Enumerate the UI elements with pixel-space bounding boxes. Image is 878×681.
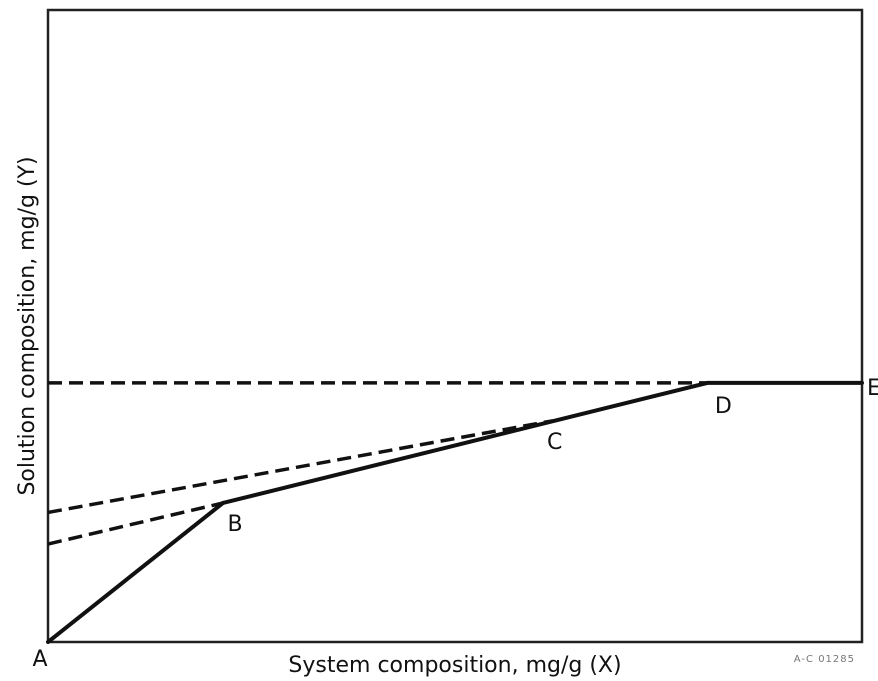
solid-line-0-segment-1 bbox=[221, 380, 710, 505]
point-label-e: E bbox=[867, 376, 878, 401]
dashed-line-1-segment-0 bbox=[47, 501, 224, 546]
point-labels: A B C D E bbox=[32, 376, 878, 672]
plot-frame bbox=[46, 8, 864, 644]
y-axis-label: Solution composition, mg/g (Y) bbox=[15, 156, 40, 495]
point-label-a: A bbox=[32, 647, 47, 672]
point-label-c: C bbox=[547, 430, 562, 455]
point-label-b: B bbox=[227, 512, 242, 537]
series-layer bbox=[46, 380, 864, 644]
figure-credit: A-C 01285 bbox=[794, 654, 855, 665]
dashed-line-2-segment-0 bbox=[47, 419, 553, 515]
solid-line-0-segment-0 bbox=[46, 500, 226, 644]
point-label-d: D bbox=[715, 394, 732, 419]
x-axis-label: System composition, mg/g (X) bbox=[288, 653, 621, 678]
